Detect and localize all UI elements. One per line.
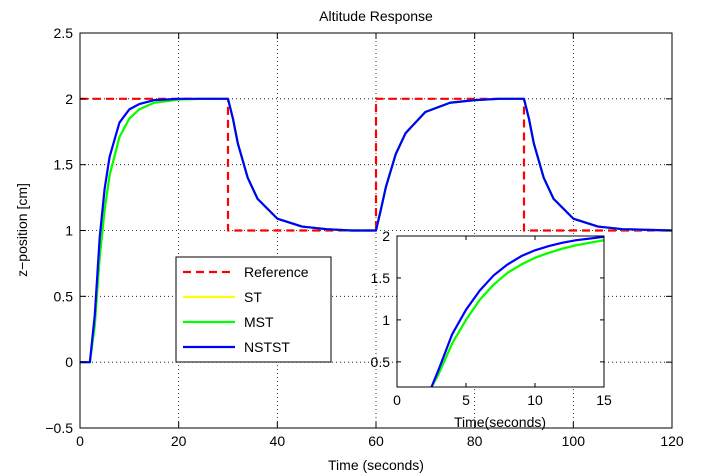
- series-reference-line: [80, 97, 672, 232]
- main-ticks: [79, 32, 673, 429]
- main-series-group: [80, 97, 673, 364]
- inset-plot: 0 5 10 15 0.5 1 1.5 2 Time(seconds): [371, 228, 612, 430]
- legend-box: [175, 256, 332, 363]
- inset-series-series-1-line: [430, 239, 605, 388]
- x-tick-label: 5: [462, 392, 470, 408]
- series-nstst-line: [80, 97, 673, 364]
- x-axis-title: Time (seconds): [328, 457, 424, 473]
- x-tick-label: 100: [562, 433, 586, 449]
- x-tick-label: 10: [527, 392, 543, 408]
- legend-label-nstst: NSTST: [244, 339, 290, 355]
- y-tick-label: 1: [65, 223, 73, 239]
- inset-ticks: [396, 235, 605, 387]
- x-tick-label: 15: [596, 392, 612, 408]
- x-tick-label: 60: [368, 433, 384, 449]
- y-tick-label: 1.5: [371, 270, 391, 286]
- y-tick-label: 1.5: [54, 157, 74, 173]
- y-tick-label: 0: [65, 354, 73, 370]
- x-tick-label: 0: [76, 433, 84, 449]
- inset-y-tick-labels: 0.5 1 1.5 2: [371, 228, 391, 370]
- y-tick-label: 0.5: [54, 288, 74, 304]
- legend-label-st: ST: [244, 289, 262, 305]
- chart-title: Altitude Response: [319, 8, 433, 24]
- legend-label-mst: MST: [244, 314, 274, 330]
- y-tick-label: 2.5: [54, 25, 74, 41]
- y-tick-label: 1: [382, 312, 390, 328]
- y-tick-label: 0.5: [371, 354, 391, 370]
- inset-plot-frame: [396, 235, 605, 388]
- y-axis-title: z−position [cm]: [14, 183, 30, 277]
- inset-series-group: [430, 235, 605, 388]
- x-tick-label: 40: [270, 433, 286, 449]
- inset-plot-area: [397, 236, 604, 387]
- main-x-tick-labels: 0 20 40 60 80 100 120: [76, 433, 684, 449]
- main-y-tick-labels: −0.5 0 0.5 1 1.5 2 2.5: [45, 25, 73, 436]
- inset-x-tick-labels: 0 5 10 15: [393, 392, 612, 408]
- x-tick-label: 120: [660, 433, 684, 449]
- y-tick-label: 2: [65, 91, 73, 107]
- legend: Reference ST MST NSTST: [175, 256, 332, 363]
- x-tick-label: 20: [171, 433, 187, 449]
- inset-x-axis-title: Time(seconds): [454, 414, 546, 430]
- y-tick-label: −0.5: [45, 420, 73, 436]
- x-tick-label: 0: [393, 392, 401, 408]
- y-tick-label: 2: [382, 228, 390, 244]
- x-tick-label: 80: [467, 433, 483, 449]
- legend-label-reference: Reference: [244, 264, 309, 280]
- inset-series-series-2-line: [430, 235, 605, 388]
